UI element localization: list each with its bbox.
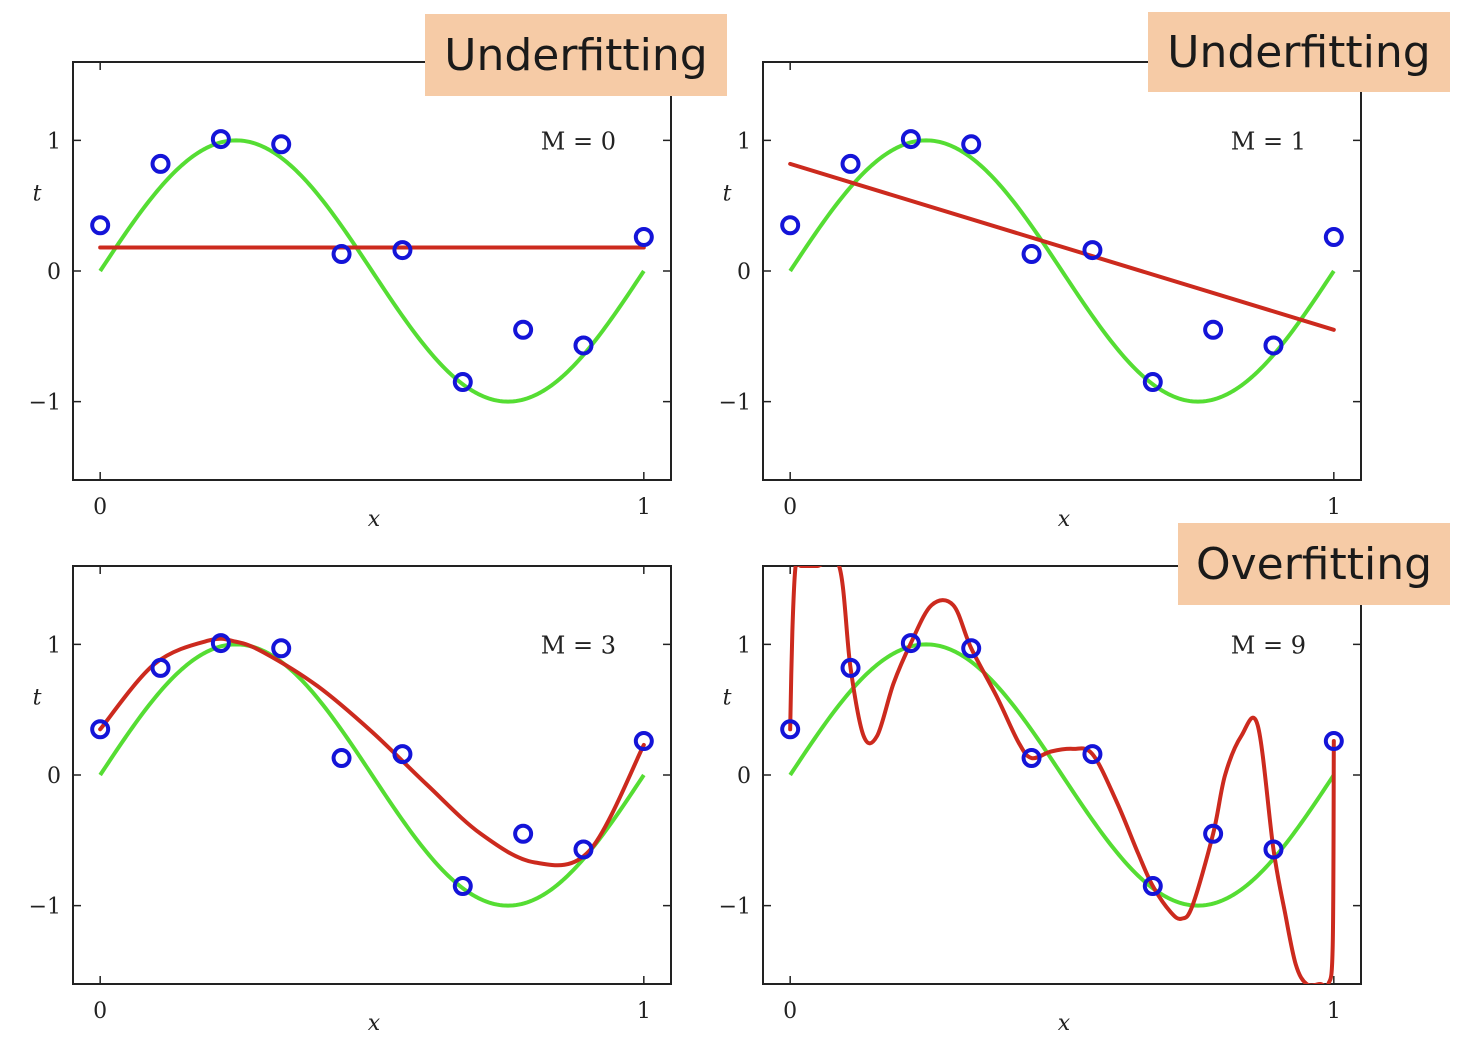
data-point [210, 633, 231, 654]
data-point [513, 319, 534, 340]
data-point [271, 134, 292, 155]
data-point [780, 215, 801, 236]
data-point [840, 153, 861, 174]
y-axis-title: t [33, 182, 42, 207]
data-point [573, 839, 594, 860]
x-tick-label: 1 [1327, 495, 1341, 520]
fit-badge-label: Underfitting [1167, 27, 1430, 78]
x-tick-label: 0 [783, 495, 797, 520]
true-function-curve [98, 138, 646, 404]
fitted-polynomial-curve [788, 161, 1336, 332]
fit-badge-label: Overfitting [1196, 539, 1432, 590]
data-point [150, 153, 171, 174]
data-point [392, 240, 413, 261]
x-tick-label: 0 [783, 999, 797, 1024]
fit-badge-label: Underfitting [444, 30, 707, 81]
plot-area [98, 138, 646, 404]
data-point [210, 129, 231, 150]
fitted-polynomial-curve [98, 636, 646, 868]
x-tick-label: 1 [1327, 999, 1341, 1024]
x-axis-title: x [368, 1011, 381, 1036]
x-tick-label: 1 [637, 495, 651, 520]
order-label: M = 0 [541, 127, 616, 155]
data-point [1263, 335, 1284, 356]
data-point [331, 748, 352, 769]
data-point [900, 633, 921, 654]
y-axis-title: t [723, 182, 732, 207]
data-point [271, 638, 292, 659]
order-label: M = 3 [541, 631, 616, 659]
x-axis-title: x [1058, 507, 1071, 532]
data-point [1323, 731, 1344, 752]
panel-4: 0 1 −1 0 1 x t M = 9 Overfitting [719, 523, 1450, 1036]
data-point [331, 244, 352, 265]
true-function-curve [98, 642, 646, 908]
data-point [452, 372, 473, 393]
data-point [90, 215, 111, 236]
fit-badge [425, 14, 727, 96]
data-point [1323, 227, 1344, 248]
y-tick-label: 0 [47, 764, 61, 789]
data-point [1021, 244, 1042, 265]
fit-badge [1148, 12, 1450, 92]
plot-area [788, 138, 1336, 404]
order-label: M = 9 [1231, 631, 1306, 659]
y-tick-label: −1 [29, 391, 61, 416]
x-tick-label: 0 [93, 999, 107, 1024]
true-function-curve [788, 138, 1336, 404]
data-point [633, 731, 654, 752]
y-tick-label: 1 [47, 633, 61, 658]
y-tick-label: 1 [737, 633, 751, 658]
data-point [573, 335, 594, 356]
panel-2: 0 1 −1 0 1 x t M = 1 Underfitting [719, 12, 1450, 532]
x-tick-label: 1 [637, 999, 651, 1024]
y-tick-label: 0 [737, 260, 751, 285]
data-point [900, 129, 921, 150]
data-point [1203, 319, 1224, 340]
data-point [90, 719, 111, 740]
y-tick-label: 1 [737, 129, 751, 154]
y-tick-label: 0 [737, 764, 751, 789]
panel-3: 0 1 −1 0 1 x t M = 3 [29, 565, 672, 1036]
plot-area [98, 636, 646, 908]
x-axis-title: x [368, 507, 381, 532]
data-point [961, 638, 982, 659]
y-tick-label: −1 [719, 391, 751, 416]
y-tick-label: −1 [719, 895, 751, 920]
data-point [840, 657, 861, 678]
y-axis-title: t [33, 686, 42, 711]
order-label: M = 1 [1231, 127, 1306, 155]
true-function-curve [788, 642, 1336, 908]
data-point [633, 227, 654, 248]
panel-1: 0 1 −1 0 1 x t M = 0 Underfitting [29, 14, 727, 532]
data-point [513, 823, 534, 844]
data-point [961, 134, 982, 155]
data-point [780, 719, 801, 740]
data-point [1082, 744, 1103, 765]
data-point [452, 876, 473, 897]
y-tick-label: 0 [47, 260, 61, 285]
data-point [150, 657, 171, 678]
data-point [1021, 748, 1042, 769]
data-point [1142, 372, 1163, 393]
y-tick-label: 1 [47, 129, 61, 154]
data-point [1082, 240, 1103, 261]
fit-badge [1178, 523, 1450, 605]
data-point [1142, 876, 1163, 897]
data-point [1203, 823, 1224, 844]
data-point [392, 744, 413, 765]
y-tick-label: −1 [29, 895, 61, 920]
x-tick-label: 0 [93, 495, 107, 520]
fitted-polynomial-curve [788, 566, 1336, 984]
data-point [1263, 839, 1284, 860]
plot-area [788, 566, 1336, 984]
x-axis-title: x [1058, 1011, 1071, 1036]
y-axis-title: t [723, 686, 732, 711]
